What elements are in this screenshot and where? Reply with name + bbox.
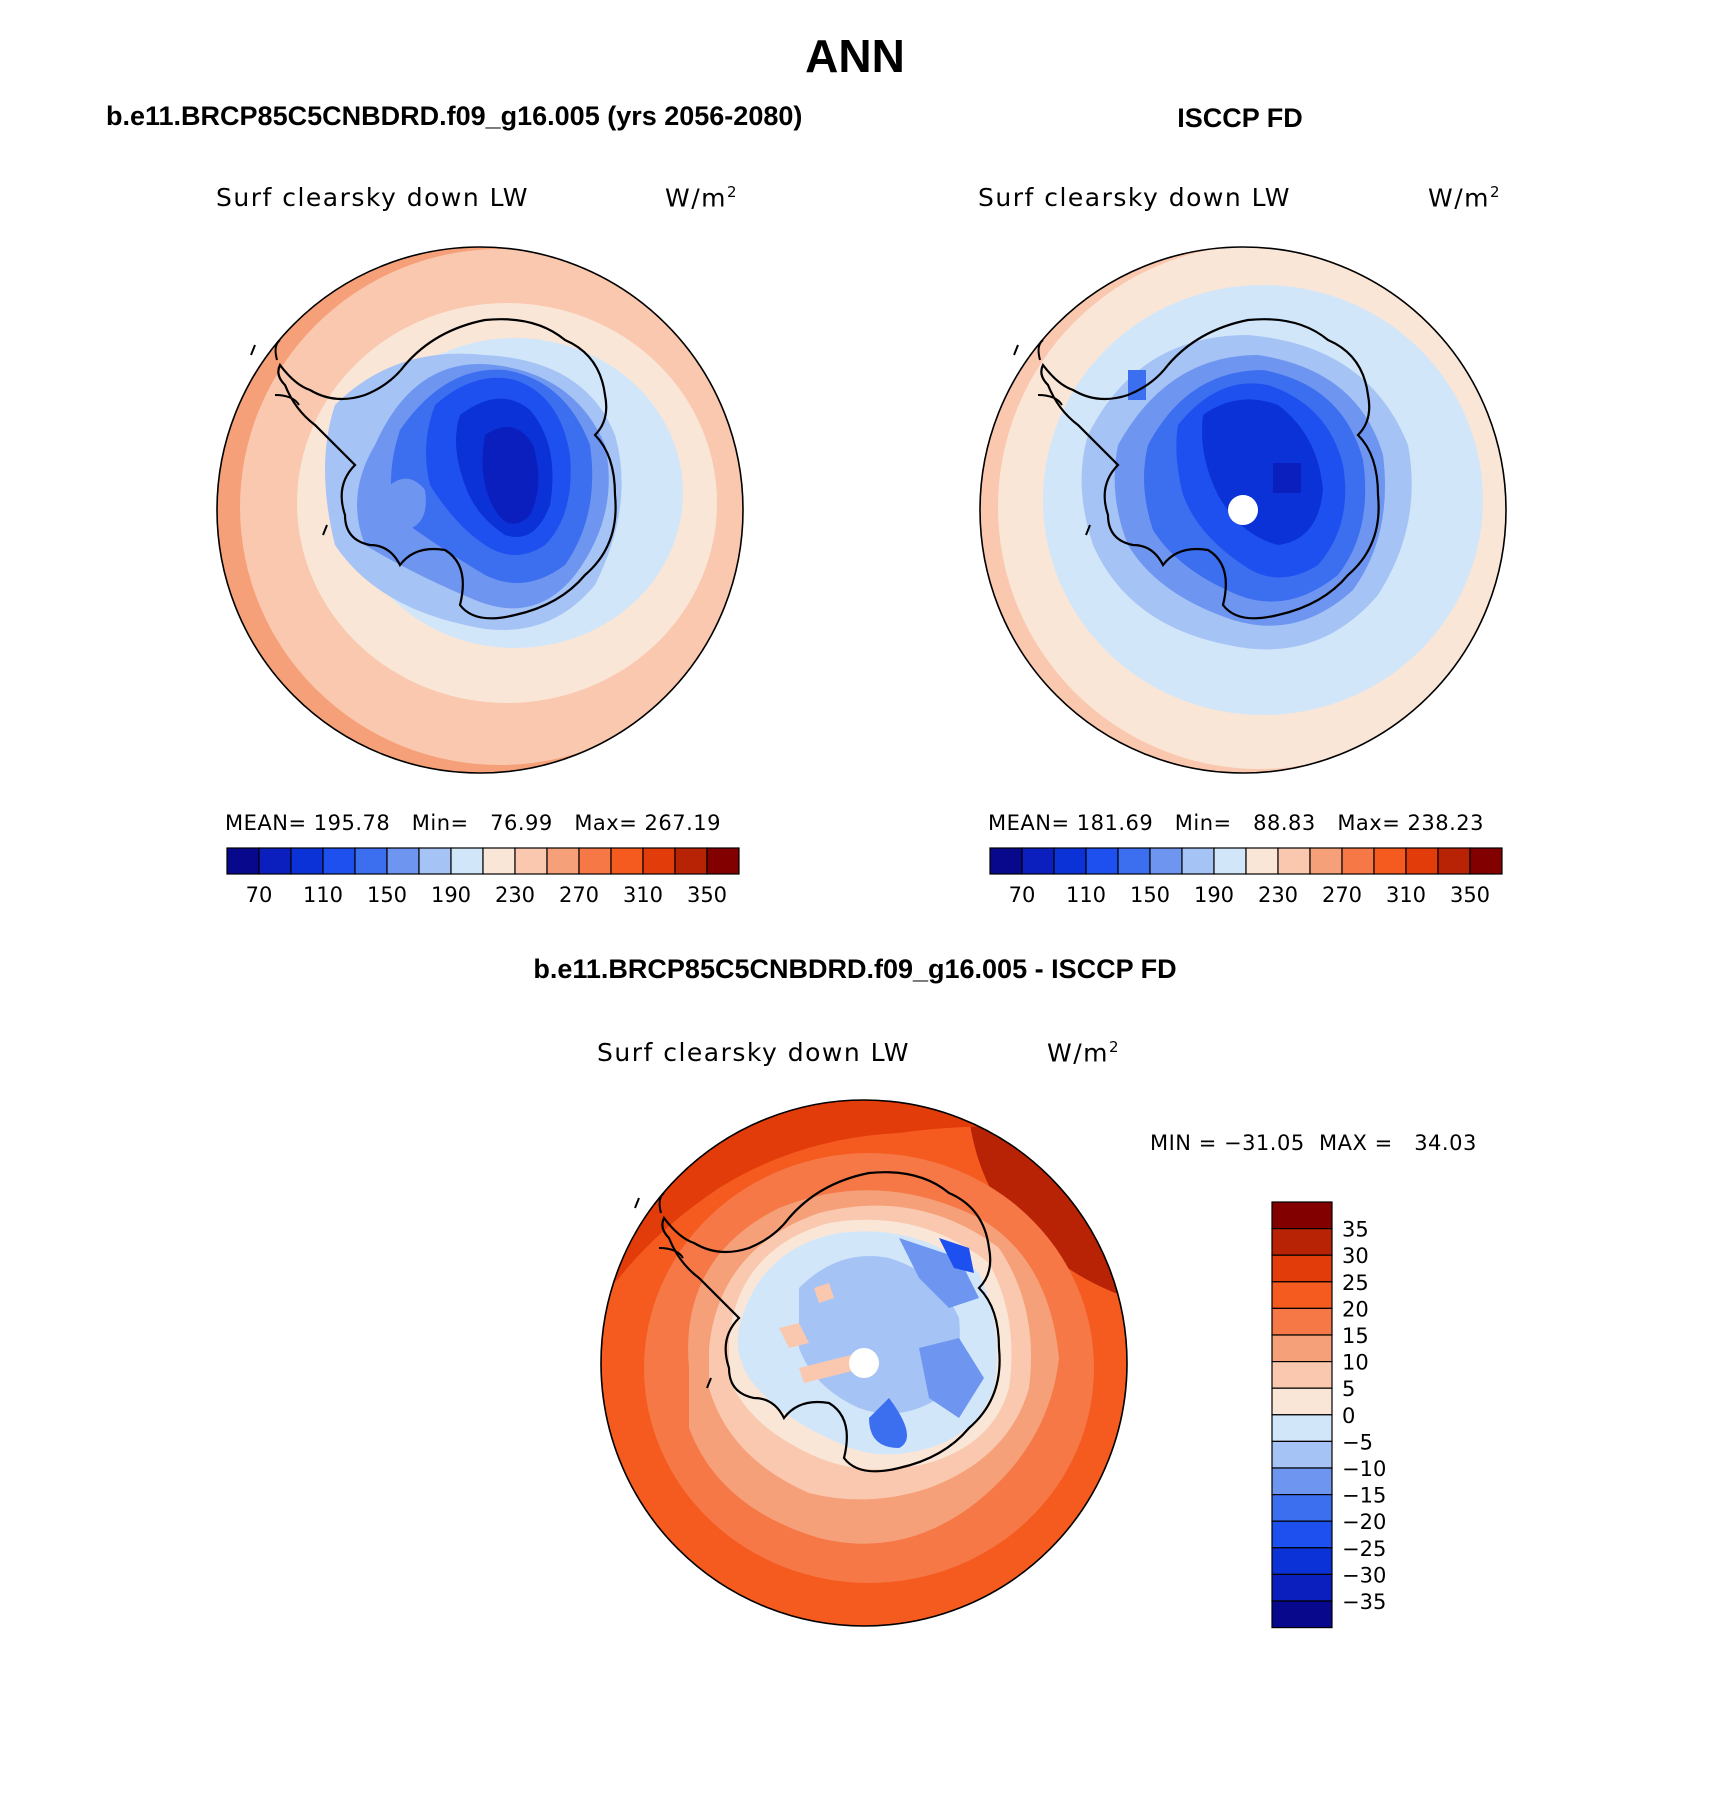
diff-colorbar-label: 20 [1342, 1297, 1369, 1321]
obs-colorbar-box [1213, 847, 1247, 875]
diff-variable-label: Surf clearsky down LW [597, 1038, 911, 1067]
model-colorbar-box [674, 847, 708, 875]
model-colorbar-box [514, 847, 548, 875]
obs-colorbar-box [1405, 847, 1439, 875]
diff-colorbar-label: −30 [1342, 1563, 1386, 1587]
obs-colorbar-box [1021, 847, 1055, 875]
obs-variable-label: Surf clearsky down LW [978, 183, 1292, 212]
obs-polar-map [979, 246, 1507, 774]
model-colorbar-label: 310 [623, 883, 663, 907]
diff-colorbar-box [1271, 1201, 1333, 1230]
model-colorbar-box [610, 847, 644, 875]
diff-colorbar-box [1271, 1281, 1333, 1310]
diff-colorbar-box [1271, 1467, 1333, 1496]
model-colorbar-box [450, 847, 484, 875]
obs-colorbar-label: 230 [1258, 883, 1298, 907]
model-variable-label: Surf clearsky down LW [216, 183, 530, 212]
diff-colorbar-box [1271, 1228, 1333, 1256]
obs-colorbar: 70 110 150 190 230 270 310 350 [989, 847, 1503, 907]
obs-colorbar-box [1149, 847, 1183, 875]
diff-colorbar-box [1271, 1414, 1333, 1443]
obs-colorbar-label: 190 [1194, 883, 1234, 907]
diff-colorbar-box [1271, 1600, 1333, 1629]
obs-colorbar-box [989, 847, 1023, 875]
diff-colorbar-label: 10 [1342, 1351, 1369, 1375]
diff-colorbar-box [1271, 1307, 1333, 1336]
model-colorbar-label: 270 [559, 883, 599, 907]
model-colorbar-label: 190 [431, 883, 471, 907]
obs-case-title: ISCCP FD [1177, 103, 1303, 133]
obs-colorbar-label: 110 [1066, 883, 1106, 907]
diff-colorbar-label: −5 [1342, 1430, 1373, 1454]
diff-case-title: b.e11.BRCP85C5CNBDRD.f09_g16.005 - ISCCP… [533, 954, 1177, 984]
model-colorbar-box [546, 847, 580, 875]
model-colorbar-box [706, 847, 740, 875]
model-colorbar-box [354, 847, 388, 875]
obs-colorbar-box [1437, 847, 1471, 875]
model-colorbar-box [322, 847, 356, 875]
diff-colorbar-label: 35 [1342, 1218, 1369, 1242]
diff-colorbar-box [1271, 1254, 1333, 1283]
model-stats: MEAN= 195.78 Min= 76.99 Max= 267.19 [225, 811, 721, 835]
model-colorbar-box [386, 847, 420, 875]
diff-colorbar-label: −35 [1342, 1590, 1386, 1614]
model-colorbar-label: 70 [246, 883, 273, 907]
diff-colorbar-label: −10 [1342, 1457, 1386, 1481]
obs-units-label: W/m2 [1428, 183, 1502, 213]
obs-colorbar-box [1053, 847, 1087, 875]
diff-colorbar-box [1271, 1361, 1333, 1389]
diff-colorbar-box [1271, 1334, 1333, 1363]
obs-colorbar-box [1117, 847, 1151, 875]
obs-colorbar-box [1245, 847, 1279, 875]
model-colorbar-box [642, 847, 676, 875]
diff-colorbar-label: −20 [1342, 1510, 1386, 1534]
obs-colorbar-box [1469, 847, 1503, 875]
obs-stats: MEAN= 181.69 Min= 88.83 Max= 238.23 [988, 811, 1484, 835]
model-colorbar-label: 350 [687, 883, 727, 907]
diff-min-max: MIN = −31.05 MAX = 34.03 [1150, 1131, 1477, 1155]
diff-colorbar-box [1271, 1494, 1333, 1522]
diff-colorbar-label: −25 [1342, 1537, 1386, 1561]
model-case-title: b.e11.BRCP85C5CNBDRD.f09_g16.005 (yrs 20… [106, 101, 803, 131]
diff-colorbar-label: 30 [1342, 1244, 1369, 1268]
model-colorbar-label: 110 [303, 883, 343, 907]
diff-colorbar-box [1271, 1387, 1333, 1416]
model-colorbar-box [578, 847, 612, 875]
diff-polar-map [600, 1099, 1128, 1627]
diff-colorbar-label: 5 [1342, 1377, 1355, 1401]
model-colorbar: 70 110 150 190 230 270 310 350 [226, 847, 740, 907]
obs-colorbar-label: 350 [1450, 883, 1490, 907]
diff-colorbar-label: 15 [1342, 1324, 1369, 1348]
obs-colorbar-label: 150 [1130, 883, 1170, 907]
model-colorbar-box [290, 847, 324, 875]
obs-colorbar-box [1277, 847, 1311, 875]
diff-colorbar-box [1271, 1520, 1333, 1549]
diff-colorbar-box [1271, 1573, 1333, 1602]
diff-colorbar-label: −15 [1342, 1484, 1386, 1508]
obs-colorbar-label: 70 [1009, 883, 1036, 907]
model-colorbar-label: 230 [495, 883, 535, 907]
model-colorbar-box [418, 847, 452, 875]
page-title: ANN [805, 30, 905, 82]
model-colorbar-box [258, 847, 292, 875]
model-polar-map [216, 246, 744, 774]
model-colorbar-box [226, 847, 260, 875]
obs-colorbar-box [1373, 847, 1407, 875]
diff-colorbar-box [1271, 1440, 1333, 1469]
obs-colorbar-box [1309, 847, 1343, 875]
diff-units-label: W/m2 [1047, 1038, 1121, 1068]
obs-colorbar-label: 270 [1322, 883, 1362, 907]
diff-colorbar-box [1271, 1547, 1333, 1575]
obs-colorbar-box [1085, 847, 1119, 875]
diff-colorbar-label: 0 [1342, 1404, 1355, 1428]
diff-colorbar-label: 25 [1342, 1271, 1369, 1295]
obs-colorbar-box [1341, 847, 1375, 875]
model-colorbar-label: 150 [367, 883, 407, 907]
obs-colorbar-label: 310 [1386, 883, 1426, 907]
model-units-label: W/m2 [665, 183, 739, 213]
model-colorbar-box [482, 847, 516, 875]
obs-colorbar-box [1181, 847, 1215, 875]
